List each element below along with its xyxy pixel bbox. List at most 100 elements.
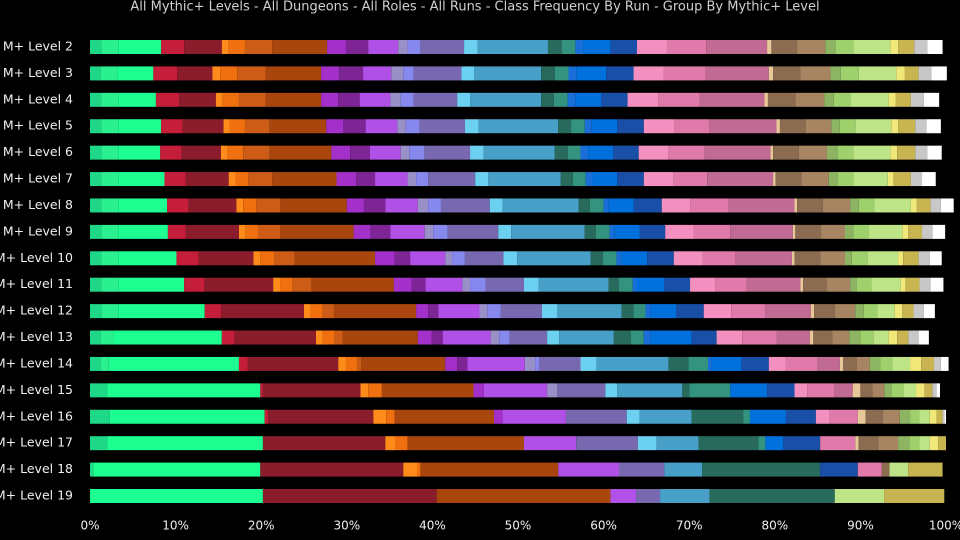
- bar-segment: [827, 277, 851, 292]
- bar-segment: [561, 40, 576, 54]
- bar-segment: [707, 172, 774, 187]
- bar-segment: [768, 356, 786, 371]
- y-tick-label: M+ Level 12: [0, 303, 73, 318]
- bar-segment: [746, 277, 801, 292]
- bar-segment: [810, 304, 815, 319]
- bar-segment: [113, 330, 222, 345]
- bar-segment: [616, 251, 622, 266]
- bar-segment: [90, 409, 110, 424]
- bar-segment: [765, 436, 784, 451]
- bar-segment: [588, 145, 614, 160]
- bar-segment: [908, 224, 923, 239]
- bar-segment: [715, 277, 747, 292]
- y-tick-label: M+ Level 15: [0, 382, 73, 397]
- bar-segment: [280, 224, 354, 239]
- x-tick-label: 80%: [761, 519, 788, 533]
- bar-segment: [428, 198, 441, 213]
- bar-segment: [785, 356, 818, 371]
- bar-segment: [626, 409, 640, 424]
- bar-segment: [894, 304, 903, 319]
- bar-segment: [637, 436, 657, 451]
- bar-segment: [898, 40, 915, 54]
- bar-segment: [795, 224, 822, 239]
- bar-segment: [260, 383, 263, 398]
- bar-segment: [815, 409, 830, 424]
- bar-segment: [633, 304, 646, 319]
- bar-segment: [944, 409, 946, 424]
- bar-segment: [90, 489, 263, 503]
- bar-segment: [204, 277, 274, 292]
- bar-segment: [800, 277, 804, 292]
- bar-segment: [417, 330, 432, 345]
- y-tick-label: M+ Level 6: [3, 144, 73, 159]
- bar-segment: [523, 277, 539, 292]
- bar-segment: [269, 119, 327, 134]
- bar-segment: [923, 304, 935, 319]
- bar-segment: [436, 489, 611, 503]
- bar-segment: [891, 383, 904, 398]
- bar-segment: [470, 277, 486, 292]
- bar-segment: [538, 277, 609, 292]
- bar-segment: [238, 224, 246, 239]
- bar-segment: [424, 145, 471, 160]
- bar-segment: [698, 436, 759, 451]
- bar-segment: [902, 304, 914, 319]
- bar-segment: [730, 224, 793, 239]
- bar-segment: [803, 277, 828, 292]
- bar-segment: [837, 145, 854, 160]
- bar-segment: [658, 92, 700, 107]
- bar-segment: [665, 224, 694, 239]
- bar-segment: [375, 251, 395, 266]
- bar-segment: [221, 330, 235, 345]
- bar-segment: [558, 119, 572, 134]
- bar-segment: [90, 436, 108, 451]
- bar-segment: [765, 304, 811, 319]
- bar-segment: [661, 198, 691, 213]
- x-tick-label: 40%: [419, 519, 446, 533]
- bar-segment: [731, 304, 766, 319]
- bar-segment: [940, 356, 949, 371]
- bar-segment: [938, 436, 946, 451]
- bar-segment: [817, 356, 840, 371]
- bar-segment: [741, 356, 769, 371]
- bar-segment: [467, 356, 525, 371]
- bar-segment: [934, 356, 941, 371]
- bar-segment: [844, 224, 854, 239]
- bar-segment: [269, 145, 332, 160]
- bar-segment: [416, 172, 429, 187]
- bar-segment: [264, 409, 269, 424]
- bar-segment: [559, 330, 614, 345]
- bar-segment: [828, 172, 838, 187]
- bar-segment: [835, 40, 854, 54]
- bar-segment: [101, 92, 119, 107]
- bar-segment: [93, 462, 261, 477]
- bar-segment: [851, 251, 868, 266]
- bar-segment: [487, 304, 501, 319]
- bar-segment: [673, 172, 708, 187]
- bar-segment: [829, 409, 858, 424]
- bar-segment: [398, 40, 408, 54]
- bar-segment: [595, 224, 610, 239]
- bar-segment: [247, 356, 339, 371]
- bar-segment: [897, 330, 909, 345]
- bar-segment: [619, 277, 633, 292]
- bar-segment: [333, 304, 417, 319]
- bar-segment: [831, 119, 840, 134]
- bar-segment: [490, 330, 500, 345]
- bar-segment: [903, 251, 919, 266]
- bar-segment: [702, 251, 736, 266]
- bar-segment: [253, 251, 261, 266]
- bar-segment: [311, 277, 394, 292]
- bar-segment: [327, 40, 346, 54]
- bar-segment: [339, 66, 364, 81]
- bar-segment: [394, 409, 495, 424]
- bar-segment: [916, 383, 925, 398]
- bar-segment: [783, 436, 821, 451]
- bar-segment: [693, 224, 731, 239]
- bar-segment: [118, 172, 165, 187]
- x-tick-label: 90%: [847, 519, 874, 533]
- bar-segment: [580, 356, 597, 371]
- bar-segment: [779, 119, 806, 134]
- bar-segment: [918, 66, 932, 81]
- bar-segment: [773, 172, 776, 187]
